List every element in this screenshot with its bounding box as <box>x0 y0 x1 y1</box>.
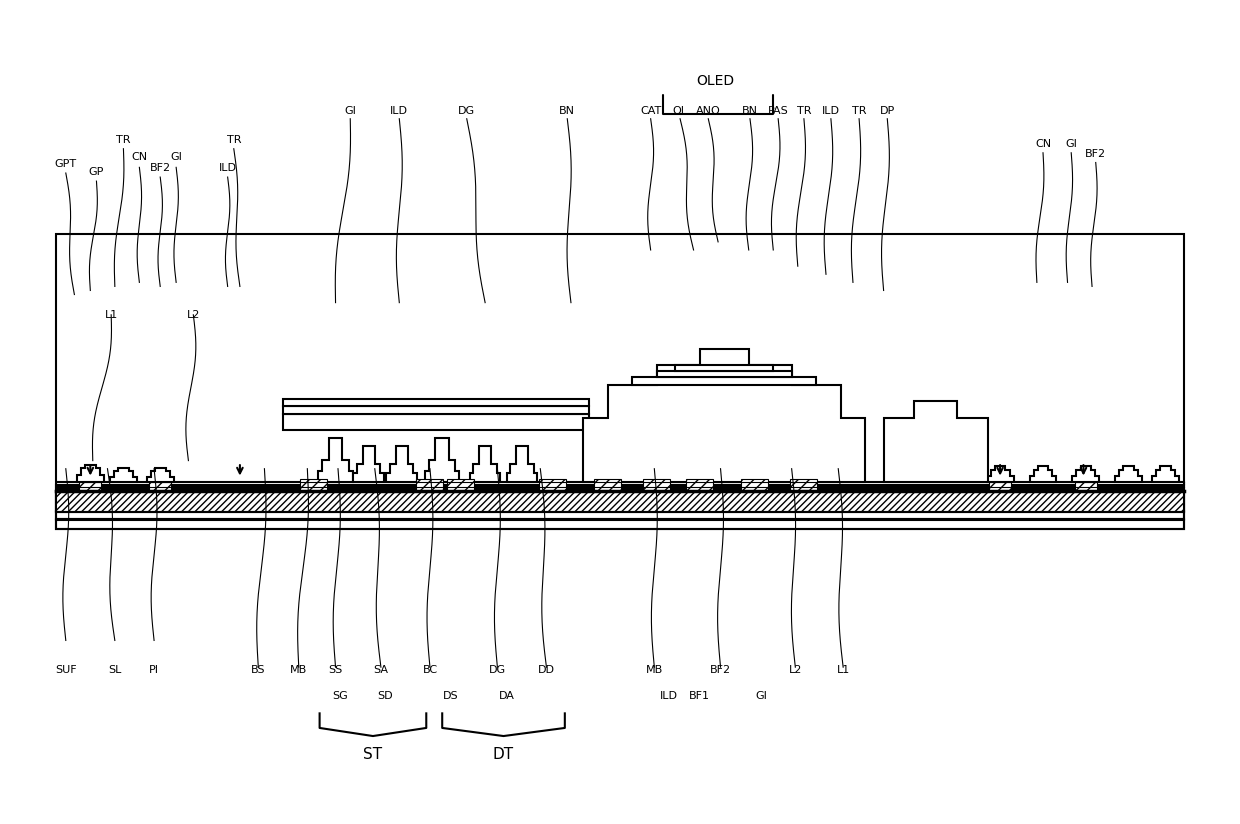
Text: SUF: SUF <box>55 665 77 675</box>
Text: DD: DD <box>538 665 556 675</box>
Text: GI: GI <box>345 106 356 116</box>
Text: BN: BN <box>742 106 758 116</box>
Text: BC: BC <box>423 665 438 675</box>
Polygon shape <box>1073 466 1100 483</box>
Bar <box>539 480 565 491</box>
Text: TR: TR <box>227 134 241 145</box>
Text: TR: TR <box>852 106 867 116</box>
Text: OLED: OLED <box>697 74 734 88</box>
Text: DG: DG <box>489 665 506 675</box>
Text: GI: GI <box>170 152 182 162</box>
Text: BF1: BF1 <box>689 691 711 701</box>
Bar <box>56 519 1184 530</box>
Text: ILD: ILD <box>218 163 237 173</box>
Text: ST: ST <box>363 747 382 762</box>
Text: GI: GI <box>755 691 768 701</box>
Bar <box>283 405 589 414</box>
Text: SL: SL <box>108 665 122 675</box>
Bar <box>56 511 1184 519</box>
Text: DA: DA <box>500 691 515 701</box>
Text: L1: L1 <box>104 310 118 320</box>
Bar <box>283 399 589 405</box>
Text: CN: CN <box>1035 138 1052 148</box>
Bar <box>686 480 713 491</box>
Text: ILD: ILD <box>660 691 678 701</box>
Polygon shape <box>353 446 384 483</box>
FancyBboxPatch shape <box>283 414 589 430</box>
Bar <box>742 480 769 491</box>
Bar <box>300 480 327 491</box>
Text: SD: SD <box>377 691 392 701</box>
Bar <box>448 480 474 491</box>
Polygon shape <box>987 466 1013 483</box>
Bar <box>644 480 671 491</box>
Text: ILD: ILD <box>391 106 408 116</box>
Text: ANO: ANO <box>696 106 720 116</box>
Bar <box>1075 482 1097 491</box>
Polygon shape <box>884 401 988 483</box>
Text: MB: MB <box>290 665 308 675</box>
Text: GP: GP <box>89 167 104 177</box>
Polygon shape <box>319 438 352 483</box>
Polygon shape <box>470 446 501 483</box>
Bar <box>56 481 1184 485</box>
Bar <box>79 482 102 491</box>
Bar <box>56 234 1184 530</box>
Text: OL: OL <box>672 106 687 116</box>
Text: DG: DG <box>458 106 475 116</box>
Polygon shape <box>77 465 104 483</box>
Bar <box>56 491 1184 512</box>
Text: GI: GI <box>1065 138 1078 148</box>
Text: SG: SG <box>332 691 348 701</box>
Polygon shape <box>1029 466 1056 483</box>
Text: L2: L2 <box>789 665 802 675</box>
Bar <box>990 482 1011 491</box>
Text: BF2: BF2 <box>1085 149 1106 159</box>
Text: DT: DT <box>494 747 515 762</box>
Text: L1: L1 <box>837 665 849 675</box>
Text: CN: CN <box>131 152 148 162</box>
Text: TR: TR <box>117 134 130 145</box>
Text: L2: L2 <box>187 310 200 320</box>
Text: MB: MB <box>646 665 663 675</box>
Text: BF2: BF2 <box>150 163 171 173</box>
Polygon shape <box>1115 466 1142 483</box>
Text: SA: SA <box>373 665 388 675</box>
Polygon shape <box>146 468 174 483</box>
Bar <box>417 480 444 491</box>
Text: BF2: BF2 <box>711 665 732 675</box>
Bar <box>594 480 621 491</box>
Bar <box>632 377 816 386</box>
Text: GPT: GPT <box>55 159 77 169</box>
Bar <box>56 485 1184 490</box>
Text: PAS: PAS <box>768 106 789 116</box>
Polygon shape <box>583 349 866 483</box>
Text: PI: PI <box>149 665 159 675</box>
Text: SS: SS <box>329 665 342 675</box>
Text: BN: BN <box>559 106 575 116</box>
Bar <box>790 480 817 491</box>
Bar <box>56 490 1184 511</box>
Text: ILD: ILD <box>822 106 839 116</box>
Polygon shape <box>425 438 459 483</box>
Polygon shape <box>110 468 136 483</box>
Polygon shape <box>1152 466 1179 483</box>
Bar <box>657 371 791 377</box>
Text: TR: TR <box>796 106 811 116</box>
Text: DS: DS <box>443 691 459 701</box>
Bar <box>149 482 171 491</box>
Bar <box>675 365 774 371</box>
Polygon shape <box>507 446 537 483</box>
Polygon shape <box>387 446 417 483</box>
Text: BS: BS <box>250 665 265 675</box>
Text: DP: DP <box>879 106 895 116</box>
Text: CAT: CAT <box>640 106 661 116</box>
